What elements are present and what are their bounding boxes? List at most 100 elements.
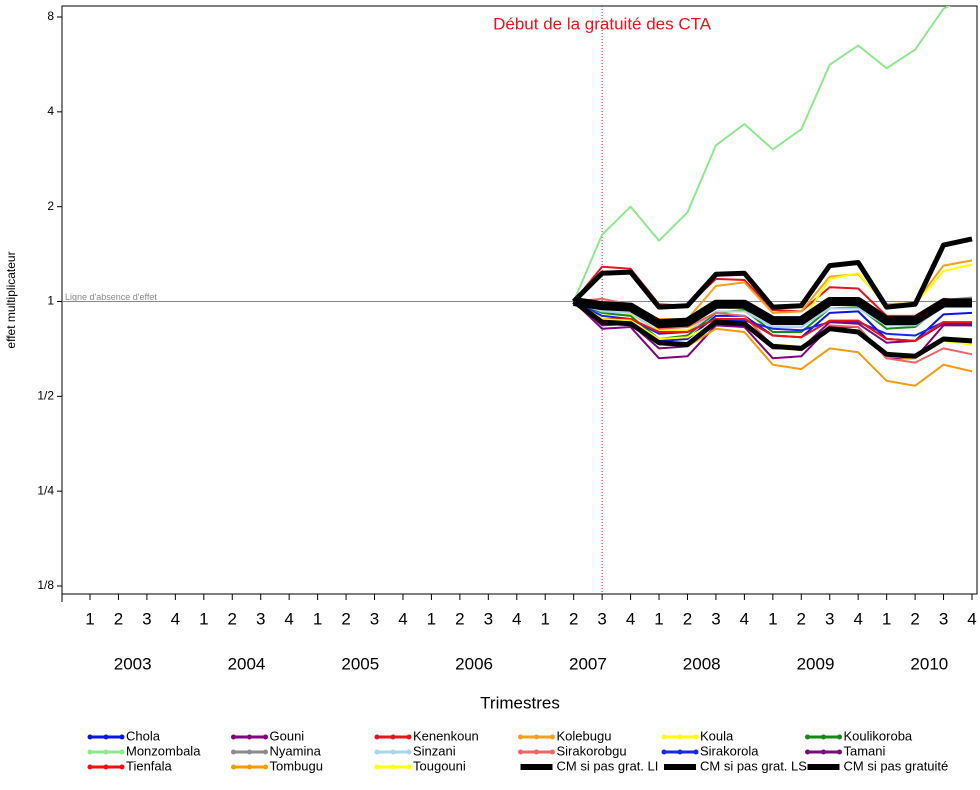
legend-dot [805,734,810,740]
legend-dot [550,734,555,740]
legend-dot [103,749,109,755]
series-line [573,300,972,333]
plot-area [62,6,977,594]
legend-label: Tamani [844,743,886,758]
legend-dot [534,734,539,740]
legend-label: CM si pas grat. LI [557,758,659,773]
legend-dot [518,734,523,740]
x-tick-label: 2 [569,609,578,628]
x-tick-label: 2 [797,609,806,628]
year-label: 2004 [228,654,266,673]
x-tick-label: 3 [256,609,265,628]
legend-dot [390,734,396,740]
series-line [573,297,972,329]
y-tick-label: 1/8 [37,578,54,592]
legend-dot [231,764,236,770]
x-tick-label: 3 [142,609,151,628]
legend-dot [390,764,396,770]
x-tick-label: 2 [341,609,350,628]
legend-dot [406,749,412,755]
legend-label: Tienfala [126,758,173,773]
legend-label: Nyamina [270,743,322,758]
y-tick-label: 8 [47,9,54,23]
legend-dot [263,764,268,770]
legend-dot [837,734,842,740]
legend-dot [661,749,667,755]
legend-dot [518,749,523,755]
legend-dot [406,734,412,740]
series-line [571,236,973,310]
legend-dot [231,749,236,755]
year-label: 2003 [114,654,152,673]
legend-dot [119,734,125,740]
legend-label: Sirakorobgu [557,743,627,758]
x-tick-label: 1 [313,609,322,628]
legend-dot [247,749,252,755]
legend-label: CM si pas grat. LS [700,758,807,773]
x-tick-label: 3 [939,609,948,628]
legend-dot [661,734,667,740]
legend-dot [87,749,93,755]
legend-label: CM si pas gratuité [844,758,949,773]
series-line [572,6,951,302]
x-tick-label: 4 [171,609,180,628]
legend-dot [677,734,683,740]
legend-dot [677,749,683,755]
legend-label: Kenenkoun [413,728,479,743]
legend-label: Tombugu [270,758,323,773]
legend-dot [534,749,539,755]
x-tick-label: 1 [199,609,208,628]
legend-dot [693,734,699,740]
plot-frame [61,5,978,595]
legend-dot [247,764,252,770]
legend-dot [119,764,125,770]
y-axis-label: effet multiplicateur [4,251,18,348]
x-tick-label: 1 [427,609,436,628]
legend-label: Koula [700,728,734,743]
x-tick-label: 4 [626,609,635,628]
legend-label: Monzombala [126,743,201,758]
legend-label: Sirakorola [700,743,759,758]
x-tick-label: 1 [882,609,891,628]
year-label: 2005 [341,654,379,673]
year-label: 2010 [910,654,948,673]
reference-label: Ligne d'absence d'effet [65,292,157,302]
x-tick-label: 3 [484,609,493,628]
legend-dot [87,734,93,740]
x-tick-label: 4 [853,609,862,628]
x-tick-label: 3 [711,609,720,628]
legend-dot [247,734,252,740]
year-label: 2007 [569,654,607,673]
y-tick-label: 1 [47,294,54,308]
legend-dot [390,749,396,755]
legend-dot [119,749,125,755]
x-tick-label: 4 [512,609,521,628]
y-tick-label: 1/4 [37,483,54,497]
legend-dot [805,749,810,755]
x-tick-label: 1 [540,609,549,628]
legend-dot [406,764,412,770]
year-label: 2009 [797,654,835,673]
legend-dot [693,749,699,755]
legend-label: Koulikoroba [844,728,913,743]
x-tick-label: 4 [740,609,749,628]
x-tick-label: 4 [967,609,976,628]
year-label: 2006 [455,654,493,673]
x-tick-label: 1 [85,609,94,628]
legend-dot [550,749,555,755]
y-tick-label: 2 [47,199,54,213]
series-line [572,299,973,359]
x-tick-label: 3 [370,609,379,628]
event-label: Début de la gratuité des CTA [493,14,712,33]
x-tick-label: 2 [910,609,919,628]
legend-dot [821,749,826,755]
legend-dot [263,749,268,755]
x-tick-label: 1 [768,609,777,628]
x-tick-label: 3 [825,609,834,628]
legend-dot [103,764,109,770]
x-tick-label: 2 [228,609,237,628]
legend-dot [374,764,380,770]
x-tick-label: 4 [284,609,293,628]
legend-dot [103,734,109,740]
